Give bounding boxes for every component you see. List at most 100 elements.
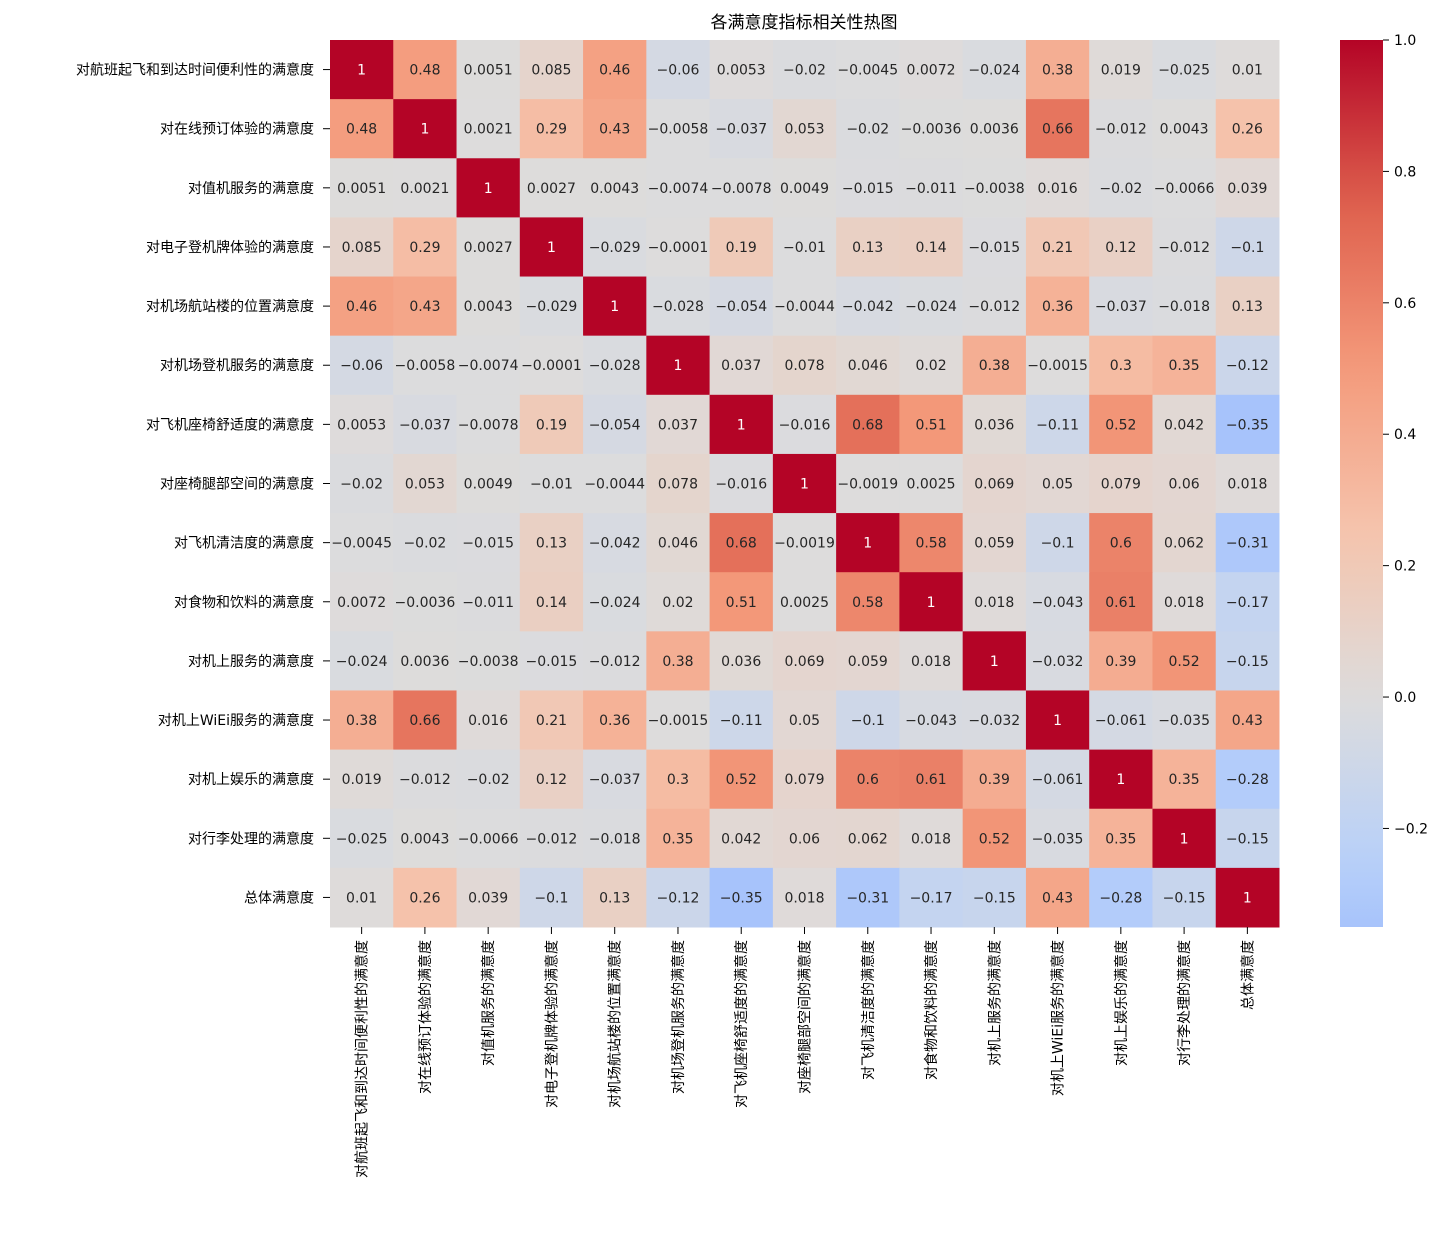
heatmap-cell bbox=[772, 453, 837, 514]
cell-annotation: −0.0044 bbox=[584, 477, 645, 493]
cell-annotation: 0.51 bbox=[915, 417, 946, 433]
heatmap-cell bbox=[583, 690, 647, 751]
heatmap-cell bbox=[1215, 808, 1280, 869]
cell-annotation: −0.015 bbox=[526, 654, 578, 670]
heatmap-cell bbox=[330, 276, 394, 337]
cell-annotation: 0.062 bbox=[1164, 536, 1204, 552]
cell-annotation: 1 bbox=[547, 240, 556, 256]
y-tick-label: 对机上娱乐的满意度 bbox=[188, 771, 314, 788]
heatmap-cell bbox=[1025, 158, 1090, 218]
colorbar bbox=[1340, 40, 1383, 927]
cell-annotation: 0.43 bbox=[1232, 713, 1263, 729]
cell-annotation: 0.13 bbox=[599, 890, 630, 906]
cell-annotation: −0.0058 bbox=[648, 122, 709, 138]
heatmap-cell bbox=[330, 867, 394, 928]
heatmap-cell bbox=[1215, 867, 1280, 928]
cell-annotation: −0.025 bbox=[336, 831, 388, 847]
heatmap-cell bbox=[646, 572, 711, 632]
x-tick-label: 对机上服务的满意度 bbox=[986, 940, 1003, 1066]
cell-annotation: −0.15 bbox=[1226, 654, 1269, 670]
heatmap-cell bbox=[583, 40, 647, 100]
heatmap-cell bbox=[393, 572, 458, 632]
x-tick-label: 对座椅腿部空间的满意度 bbox=[797, 940, 814, 1094]
cell-annotation: 0.43 bbox=[599, 122, 630, 138]
cell-annotation: 0.018 bbox=[911, 654, 951, 670]
heatmap-cell bbox=[393, 394, 458, 455]
heatmap-cell bbox=[962, 572, 1027, 632]
heatmap-cell bbox=[583, 867, 647, 928]
cell-annotation: −0.17 bbox=[910, 890, 953, 906]
heatmap-cell bbox=[393, 158, 458, 218]
heatmap-cell bbox=[519, 217, 584, 278]
heatmap-cell bbox=[772, 40, 837, 100]
heatmap-cells: 1 0.48 0.0051 0.085 0.46 −0.06 0.0053 −0.02 −0.0… bbox=[330, 40, 1280, 928]
cell-annotation: 0.26 bbox=[1232, 122, 1263, 138]
cell-annotation: −0.054 bbox=[589, 417, 641, 433]
heatmap-cell bbox=[519, 749, 584, 810]
heatmap-cell bbox=[456, 40, 521, 100]
cell-annotation: 1 bbox=[1180, 831, 1189, 847]
cell-annotation: 0.062 bbox=[848, 831, 888, 847]
heatmap-cell bbox=[456, 867, 521, 928]
y-tick-label: 对值机服务的满意度 bbox=[188, 180, 314, 197]
heatmap-cell bbox=[1152, 631, 1217, 691]
cell-annotation: 0.0036 bbox=[400, 654, 449, 670]
heatmap-cell bbox=[1215, 690, 1280, 751]
heatmap-cell bbox=[1152, 217, 1217, 278]
x-tick-label: 对飞机座椅舒适度的满意度 bbox=[733, 940, 750, 1108]
x-tick-label: 对机上娱乐的满意度 bbox=[1113, 940, 1130, 1066]
heatmap-cell bbox=[646, 690, 711, 751]
cell-annotation: −0.1 bbox=[534, 890, 568, 906]
heatmap-cell bbox=[646, 867, 711, 928]
heatmap-cell bbox=[646, 217, 711, 278]
heatmap-cell bbox=[1089, 158, 1153, 218]
heatmap-cell bbox=[1089, 99, 1153, 159]
x-tick-label: 对机场登机服务的满意度 bbox=[670, 940, 687, 1094]
x-tick-label: 对行李处理的满意度 bbox=[1176, 940, 1193, 1066]
heatmap-cell bbox=[709, 513, 774, 573]
heatmap-cell bbox=[1152, 572, 1217, 632]
heatmap-cell bbox=[1089, 808, 1153, 869]
cell-annotation: −0.1 bbox=[851, 713, 885, 729]
heatmap-cell bbox=[709, 749, 774, 810]
heatmap-cell bbox=[646, 394, 711, 455]
cell-annotation: 0.14 bbox=[536, 595, 567, 611]
heatmap-cell bbox=[1025, 867, 1090, 928]
cell-annotation: −0.012 bbox=[1158, 240, 1210, 256]
heatmap-cell bbox=[330, 99, 394, 159]
cell-annotation: 0.52 bbox=[1105, 417, 1136, 433]
colorbar-tick-label: 0.8 bbox=[1394, 164, 1416, 180]
heatmap-cell bbox=[519, 394, 584, 455]
cell-annotation: −0.025 bbox=[1158, 63, 1210, 79]
cell-annotation: 0.02 bbox=[662, 595, 693, 611]
heatmap-cell bbox=[1215, 40, 1280, 100]
x-tick-label: 对航班起飞和到达时间便利性的满意度 bbox=[354, 940, 371, 1178]
cell-annotation: −0.015 bbox=[968, 240, 1020, 256]
heatmap-cell bbox=[836, 513, 900, 573]
cell-annotation: 0.0043 bbox=[464, 299, 513, 315]
heatmap-cell bbox=[709, 572, 774, 632]
heatmap-cell bbox=[1152, 276, 1217, 337]
heatmap-cell bbox=[646, 276, 711, 337]
heatmap-cell bbox=[836, 690, 900, 751]
cell-annotation: 0.21 bbox=[1042, 240, 1073, 256]
y-tick-label: 对机场登机服务的满意度 bbox=[160, 357, 314, 374]
y-tick-label: 总体满意度 bbox=[244, 889, 314, 906]
cell-annotation: 1 bbox=[1116, 772, 1125, 788]
heatmap-cell bbox=[1152, 749, 1217, 810]
heatmap-cell bbox=[709, 158, 774, 218]
heatmap-cell bbox=[772, 335, 837, 396]
cell-annotation: −0.01 bbox=[530, 477, 573, 493]
y-tick-label: 对飞机座椅舒适度的满意度 bbox=[146, 416, 314, 433]
heatmap-cell bbox=[962, 690, 1027, 751]
y-tick-label: 对座椅腿部空间的满意度 bbox=[160, 476, 314, 493]
heatmap-cell bbox=[646, 749, 711, 810]
cell-annotation: 0.053 bbox=[784, 122, 824, 138]
heatmap-cell bbox=[899, 40, 964, 100]
cell-annotation: −0.035 bbox=[1158, 713, 1210, 729]
cell-annotation: −0.31 bbox=[1226, 536, 1269, 552]
heatmap-cell bbox=[646, 808, 711, 869]
cell-annotation: −0.02 bbox=[1099, 181, 1142, 197]
heatmap-cell bbox=[519, 335, 584, 396]
y-tick-label: 对电子登机牌体验的满意度 bbox=[146, 239, 314, 256]
